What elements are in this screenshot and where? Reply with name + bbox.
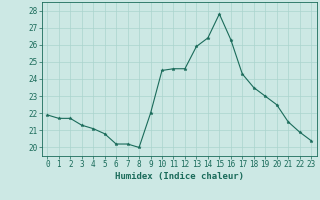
X-axis label: Humidex (Indice chaleur): Humidex (Indice chaleur): [115, 172, 244, 181]
